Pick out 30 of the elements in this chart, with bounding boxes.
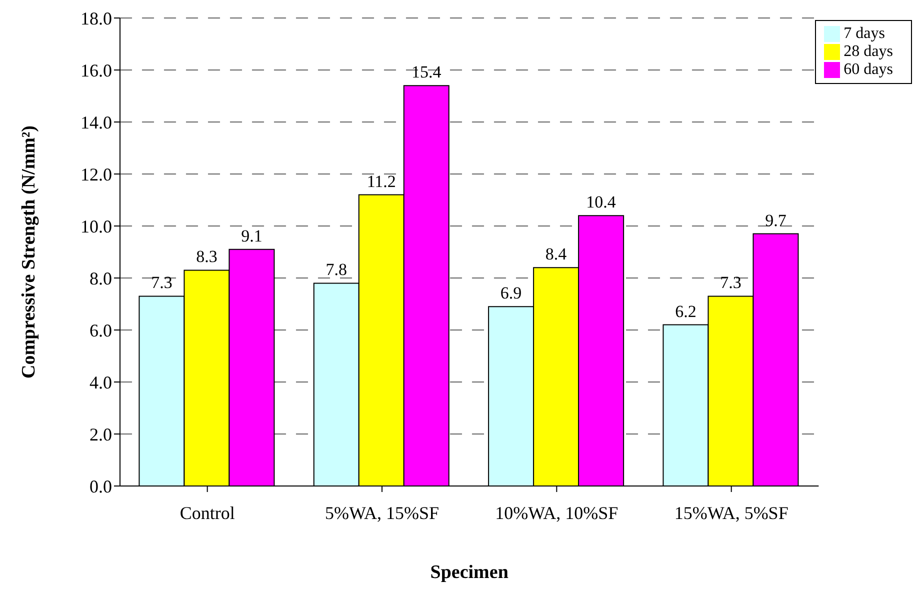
data-label: 6.2 (675, 302, 696, 321)
y-tick-label: 14.0 (80, 112, 112, 132)
y-axis-title: Compressive Strength (N/mm²) (18, 125, 40, 379)
y-tick-label: 8.0 (90, 268, 112, 288)
x-tick-label: 5%WA, 15%SF (324, 502, 440, 523)
data-label: 8.3 (196, 247, 218, 266)
x-tick-label: 10%WA, 10%SF (495, 502, 618, 523)
data-label: 10.4 (586, 192, 616, 212)
x-tick-label: Control (180, 502, 235, 523)
legend-label: 7 days (844, 25, 885, 42)
y-tick-label: 0.0 (90, 476, 112, 496)
legend-label: 60 days (844, 61, 893, 78)
legend-label: 28 days (844, 43, 893, 60)
data-label: 11.2 (366, 172, 396, 191)
data-label: 6.9 (500, 284, 522, 303)
data-label: 8.4 (545, 244, 568, 264)
y-tick-label: 10.0 (80, 216, 112, 236)
x-tick-label: 15%WA, 5%SF (674, 502, 788, 523)
y-tick-label: 4.0 (90, 372, 112, 392)
x-axis-title: Specimen (430, 562, 509, 583)
data-label: 9.7 (765, 210, 787, 230)
y-tick-label: 2.0 (90, 424, 112, 444)
y-tick-label: 6.0 (90, 320, 112, 340)
data-label: 7.3 (151, 273, 172, 292)
data-label: 7.8 (326, 260, 348, 280)
data-label: 7.3 (720, 273, 742, 292)
y-tick-label: 12.0 (80, 164, 112, 184)
data-label: 9.1 (241, 226, 262, 246)
y-tick-label: 18.0 (80, 8, 112, 28)
y-tick-label: 16.0 (80, 60, 112, 80)
